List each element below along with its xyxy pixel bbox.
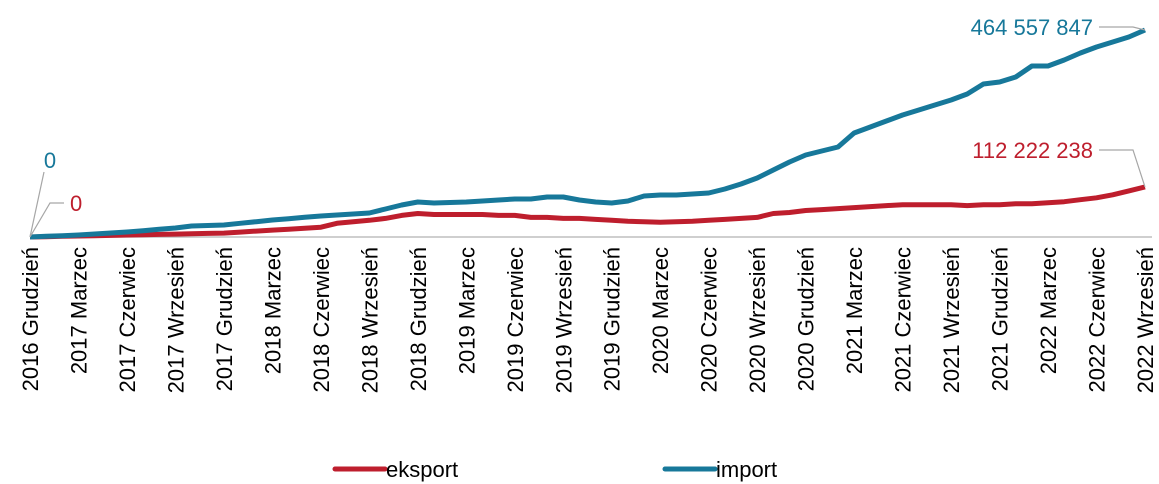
x-tick-label: 2017 Marzec	[66, 247, 91, 374]
line-eksport	[29, 184, 1146, 240]
line-import	[29, 27, 1146, 240]
x-tick-label: 2021 Wrzesień	[939, 247, 964, 393]
x-tick-label: 2022 Marzec	[1036, 247, 1061, 374]
x-tick-label: 2021 Marzec	[842, 247, 867, 374]
leader-line	[29, 171, 45, 238]
x-tick-label: 2017 Wrzesień	[163, 247, 188, 393]
leader-line	[1099, 149, 1146, 188]
data-label: 0	[70, 191, 82, 216]
x-tick-label: 2022 Wrzesień	[1133, 247, 1158, 393]
x-tick-label: 2020 Czerwiec	[697, 247, 722, 393]
x-tick-label: 2019 Wrzesień	[551, 247, 576, 393]
x-tick-label: 2019 Grudzień	[600, 247, 625, 391]
x-tick-label: 2019 Marzec	[454, 247, 479, 374]
x-tick-label: 2019 Czerwiec	[503, 247, 528, 393]
legend-label: eksport	[386, 457, 458, 482]
x-tick-label: 2022 Czerwiec	[1085, 247, 1110, 393]
x-tick-label: 2018 Grudzień	[406, 247, 431, 391]
x-tick-label: 2020 Wrzesień	[745, 247, 770, 393]
x-tick-label: 2017 Grudzień	[212, 247, 237, 391]
data-label: 112 222 238	[972, 138, 1093, 163]
x-tick-label: 2021 Czerwiec	[891, 247, 916, 393]
x-tick-label: 2021 Grudzień	[988, 247, 1013, 391]
x-tick-label: 2020 Marzec	[648, 247, 673, 374]
x-tick-label: 2018 Czerwiec	[309, 247, 334, 393]
leader-line	[29, 202, 64, 238]
x-tick-label: 2018 Wrzesień	[357, 247, 382, 393]
legend-label: import	[716, 457, 777, 482]
x-tick-label: 2018 Marzec	[260, 247, 285, 374]
leader-line	[1099, 26, 1146, 31]
data-label: 0	[44, 148, 56, 173]
data-label: 464 557 847	[971, 15, 1093, 40]
x-tick-label: 2017 Czerwiec	[115, 247, 140, 393]
x-tick-label: 2016 Grudzień	[18, 247, 43, 391]
x-tick-label: 2020 Grudzień	[794, 247, 819, 391]
